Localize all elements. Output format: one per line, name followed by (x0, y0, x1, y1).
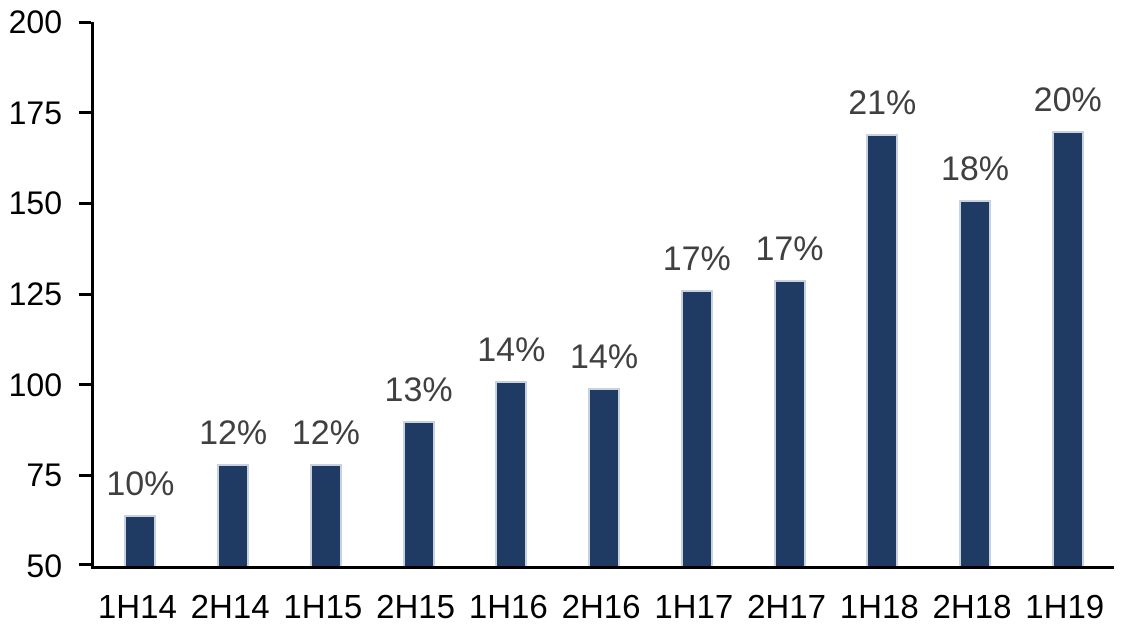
bar-1H15 (309, 464, 342, 566)
y-tick-label: 100 (8, 366, 62, 403)
bar-2H15 (402, 420, 435, 566)
bar-2H17 (773, 279, 806, 566)
bar-value-label: 20% (1033, 80, 1102, 119)
y-tick-mark (79, 473, 91, 477)
bar-2H14 (217, 464, 250, 566)
x-tick-label-2H16: 2H16 (561, 588, 641, 625)
bar-value-label: 17% (662, 240, 731, 279)
y-tick-label: 50 (26, 548, 62, 584)
y-tick-label: 175 (8, 94, 62, 131)
bar-slot-2H14: 12% (187, 22, 280, 566)
x-tick-label-1H19: 1H19 (1025, 588, 1105, 625)
bars-container: 10% 12% 12% 13% 14% 14% 17% 17% 21% 18% 20% (94, 22, 1114, 566)
y-tick-label: 200 (8, 4, 62, 40)
plot-area: 10% 12% 12% 13% 14% 14% 17% 17% 21% 18% 20% (79, 20, 1114, 569)
bar-value-label: 12% (199, 414, 268, 453)
y-tick-mark (79, 111, 91, 115)
bar-slot-1H15: 12% (279, 22, 372, 566)
bar-1H19 (1051, 130, 1084, 566)
x-tick-label-1H18: 1H18 (839, 588, 919, 625)
bar-slot-2H17: 17% (743, 22, 836, 566)
x-tick-label-2H15: 2H15 (376, 588, 456, 625)
bar-value-label: 12% (291, 414, 360, 453)
x-tick-label-1H17: 1H17 (654, 588, 734, 625)
x-tick-label-2H17: 2H17 (747, 588, 826, 625)
bar-slot-1H19: 20% (1021, 22, 1114, 566)
bar-slot-2H16: 14% (558, 22, 651, 566)
bar-value-label: 18% (940, 149, 1009, 188)
bar-slot-2H18: 18% (929, 22, 1022, 566)
y-tick-mark (79, 292, 91, 296)
bar-slot-1H14: 10% (94, 22, 187, 566)
x-tick-label-1H16: 1H16 (468, 588, 548, 625)
y-tick-label: 150 (8, 185, 62, 222)
x-axis-tick-labels: 1H14 2H14 1H15 2H15 1H16 2H16 1H17 2H17 1H18 2H18… (91, 586, 1111, 628)
x-tick-label-2H14: 2H14 (190, 588, 270, 625)
bar-1H18 (866, 134, 899, 566)
bar-slot-1H18: 21% (836, 22, 929, 566)
y-tick-mark (79, 383, 91, 387)
bar-2H16 (588, 388, 621, 566)
bar-2H18 (958, 199, 991, 566)
bar-value-label: 13% (384, 370, 453, 409)
y-tick-label: 125 (8, 276, 62, 312)
bar-slot-1H17: 17% (650, 22, 743, 566)
bar-value-label: 17% (755, 229, 824, 268)
y-tick-mark (79, 201, 91, 205)
y-tick-label: 75 (26, 457, 62, 494)
bar-value-label: 14% (477, 331, 546, 370)
y-tick-mark (79, 563, 91, 566)
bar-1H16 (495, 381, 528, 566)
x-tick-label-2H18: 2H18 (932, 588, 1012, 625)
bar-value-label: 21% (848, 84, 917, 123)
x-tick-label-1H15: 1H15 (283, 588, 363, 625)
x-tick-label-1H14: 1H14 (97, 588, 177, 625)
bar-value-label: 10% (106, 465, 175, 504)
bar-1H17 (680, 290, 713, 566)
bar-value-label: 14% (570, 338, 639, 377)
y-tick-mark (79, 20, 91, 24)
bar-1H14 (124, 515, 157, 566)
bar-slot-2H15: 13% (372, 22, 465, 566)
bar-slot-1H16: 14% (465, 22, 558, 566)
